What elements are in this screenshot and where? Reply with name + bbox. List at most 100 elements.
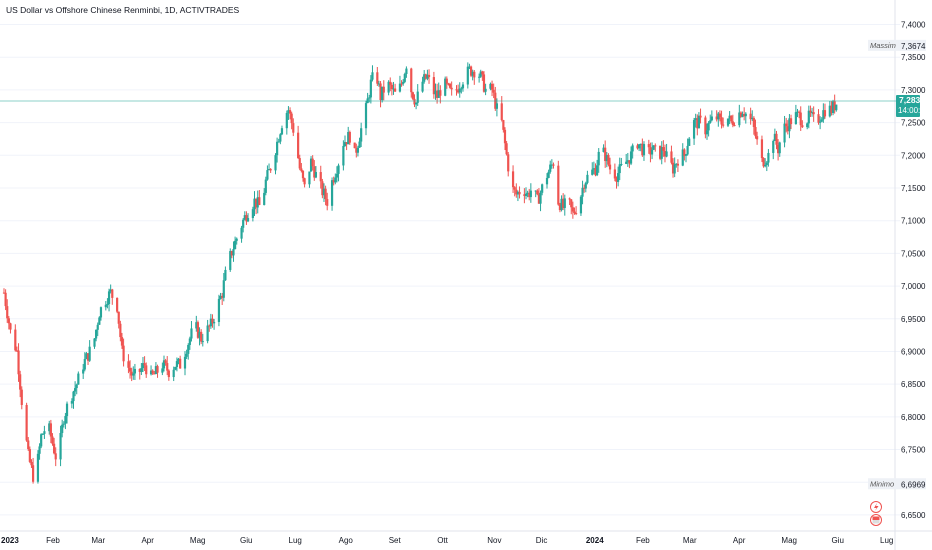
candle-body (411, 92, 414, 99)
candle-body (188, 338, 191, 345)
candle-body (744, 113, 747, 117)
x-tick-label: 2024 (586, 536, 604, 545)
candle-body (347, 132, 350, 145)
candle-body (161, 368, 164, 373)
countdown-timer: 14:00:36 (898, 106, 930, 115)
candle-body (141, 363, 145, 369)
y-axis[interactable]: 7,4000 7,3500 7,3000 7,2500 7,2000 7,1500 7,10… (894, 0, 926, 550)
y-tick-label: 6,8500 (901, 380, 926, 389)
candle-body (461, 84, 465, 89)
candle-body (710, 116, 713, 121)
candle-body (665, 151, 668, 157)
chart-grid (0, 24, 900, 516)
candle-body (313, 166, 316, 178)
candle-body (28, 449, 31, 462)
candle-body (798, 111, 801, 113)
candle-body (25, 404, 28, 441)
candle-body (256, 197, 259, 208)
candle-body (410, 68, 413, 93)
candle-body (240, 227, 243, 239)
candle-body (670, 151, 673, 163)
candle-body (765, 162, 768, 166)
y-tick-label: 7,4000 (901, 21, 926, 30)
candle-body (41, 433, 44, 435)
candle-body (4, 292, 7, 307)
candle-body (594, 168, 597, 176)
candle-body (400, 83, 403, 85)
candle-body (812, 112, 815, 115)
candle-body (251, 209, 254, 219)
y-tick-label: 6,9500 (901, 315, 926, 324)
candle-body (164, 360, 167, 364)
candle-body (59, 432, 62, 460)
candle-body (234, 240, 237, 250)
lightning-icon[interactable] (870, 501, 882, 513)
candle-body (650, 149, 654, 155)
candle-body (301, 170, 305, 179)
candle-body (119, 323, 122, 338)
candle-body (450, 87, 453, 90)
candle-body (810, 112, 814, 114)
candle-body (243, 215, 246, 220)
candle-body (684, 154, 688, 156)
candle-body (503, 129, 507, 144)
candle-body (636, 145, 639, 149)
candle-body (739, 112, 743, 117)
x-tick-label: Set (389, 536, 402, 545)
candle-body (671, 162, 675, 174)
candle-body (629, 151, 633, 164)
candle-body (524, 193, 528, 196)
candle-body (82, 369, 85, 374)
high-value-box (896, 39, 926, 51)
candle-body (195, 322, 198, 329)
candle-body (749, 113, 752, 120)
candle-body (321, 181, 324, 196)
candle-body (196, 322, 200, 338)
candle-body (153, 373, 156, 375)
flag-icon[interactable] (870, 514, 882, 526)
candle-body (434, 90, 437, 95)
candle-body (607, 155, 610, 165)
high-label-box (868, 39, 896, 51)
x-axis[interactable]: 2023 Feb Mar Apr Mag Giu Lug Ago Set Ott Nov Dic 202… (0, 530, 932, 545)
candle-body (681, 149, 684, 166)
x-tick-label: Apr (141, 536, 154, 545)
candle-body (402, 81, 405, 84)
y-tick-label: 7,1500 (901, 184, 926, 193)
candle-body (444, 78, 447, 96)
candle-body (597, 151, 600, 166)
candle-body (591, 169, 594, 175)
candle-body (7, 318, 10, 324)
candle-body (167, 370, 170, 378)
candle-body (104, 304, 107, 308)
candle-body (490, 83, 494, 90)
candle-body (460, 88, 463, 90)
candles (2, 62, 838, 484)
candle-body (628, 160, 631, 164)
candle-body (550, 164, 553, 166)
candle-body (760, 139, 764, 159)
candle-body (415, 102, 418, 105)
candle-body (183, 356, 187, 369)
candle-body (549, 164, 552, 172)
candle-body (2, 292, 6, 294)
candle-body (620, 163, 623, 165)
candle-body (730, 115, 733, 122)
candle-body (676, 163, 680, 166)
candle-body (27, 440, 30, 450)
candle-body (343, 142, 347, 146)
candle-body (86, 353, 90, 361)
candle-body (379, 83, 382, 101)
candle-body (222, 280, 225, 298)
candle-body (807, 110, 810, 124)
candle-body (584, 182, 587, 189)
candle-body (484, 88, 487, 92)
candle-body (722, 124, 725, 126)
candle-body (14, 329, 17, 351)
candle-body (662, 147, 665, 151)
candle-body (743, 113, 746, 117)
candle-body (309, 158, 313, 172)
candle-body (65, 403, 69, 417)
candle-body (809, 110, 812, 113)
